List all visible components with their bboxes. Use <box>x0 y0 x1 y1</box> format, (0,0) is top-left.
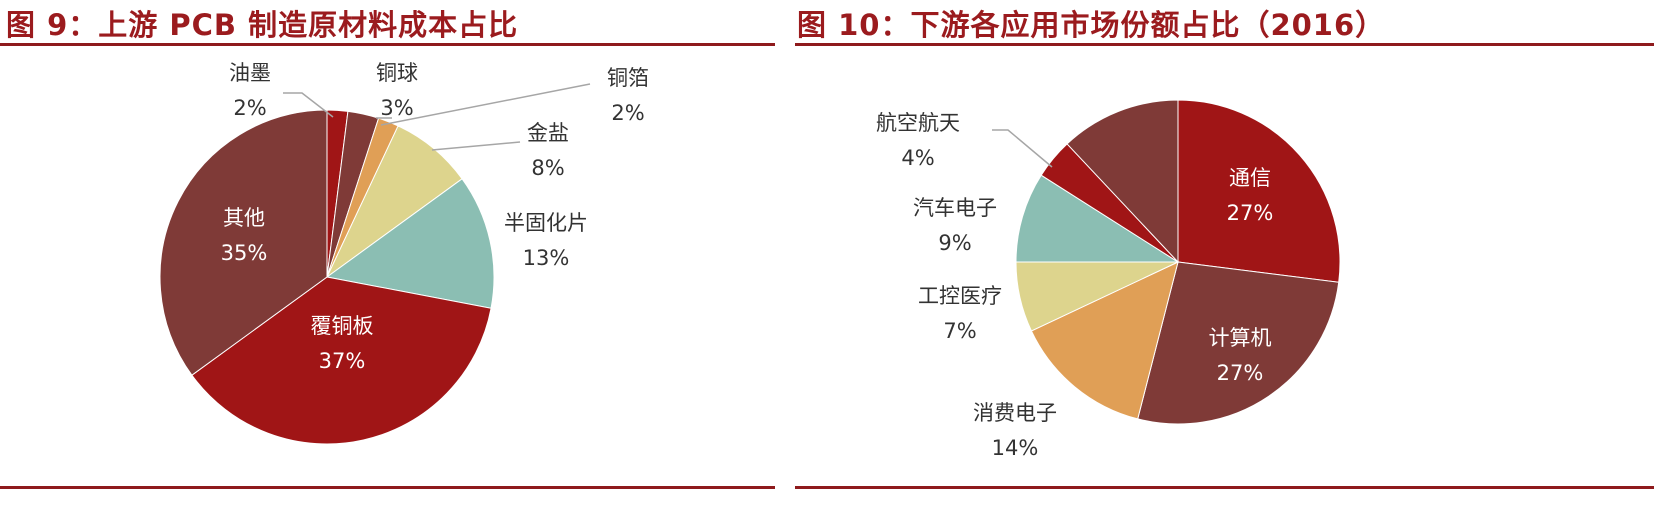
leader-line <box>283 92 334 118</box>
slice-value-label: 37% <box>319 349 366 373</box>
slice-label: 铜球 <box>376 61 418 85</box>
slice-value-label: 7% <box>943 319 976 343</box>
leader-line <box>992 129 1053 168</box>
pie-slice <box>1177 99 1341 283</box>
pie-slice <box>325 178 495 309</box>
leader-line <box>431 141 521 151</box>
pie-slice <box>159 109 328 376</box>
slice-label: 铜箔 <box>607 66 649 90</box>
chart-title-left: 图 9：上游 PCB 制造原材料成本占比 <box>6 8 519 42</box>
slice-label: 通信 <box>1229 166 1271 190</box>
bottom-rule-left <box>0 486 775 489</box>
slice-value-label: 8% <box>531 156 564 180</box>
slice-label: 油墨 <box>229 61 271 85</box>
slice-value-label: 35% <box>221 241 268 265</box>
slice-label: 汽车电子 <box>913 196 997 220</box>
pie-slice <box>191 276 492 445</box>
slice-value-label: 3% <box>380 96 413 120</box>
slice-value-label: 27% <box>1217 361 1264 385</box>
pie-slice <box>1137 261 1340 425</box>
title-rule-right <box>795 43 1654 46</box>
pie-slice <box>1015 174 1180 263</box>
slice-value-label: 27% <box>1227 201 1274 225</box>
slice-label: 航空航天 <box>876 111 960 135</box>
leader-line <box>380 83 591 126</box>
pie-slice <box>1030 261 1179 420</box>
title-rule-left <box>0 43 775 46</box>
slice-value-label: 4% <box>901 146 934 170</box>
slice-label: 金盐 <box>527 121 569 145</box>
slice-label: 覆铜板 <box>311 314 374 338</box>
slice-value-label: 14% <box>992 436 1039 460</box>
slice-label: 半固化片 <box>504 211 588 235</box>
bottom-rule-right <box>795 486 1654 489</box>
slice-value-label: 2% <box>611 101 644 125</box>
slice-label: 计算机 <box>1209 326 1272 350</box>
slice-label: 其他 <box>223 206 265 230</box>
slice-label: 消费电子 <box>973 401 1057 425</box>
pie-slice <box>1066 99 1179 264</box>
slice-label: 工控医疗 <box>918 284 1002 308</box>
chart-title-right: 图 10：下游各应用市场份额占比（2016） <box>797 8 1386 42</box>
slice-value-label: 9% <box>938 231 971 255</box>
slice-value-label: 13% <box>523 246 570 270</box>
slice-value-label: 2% <box>233 96 266 120</box>
